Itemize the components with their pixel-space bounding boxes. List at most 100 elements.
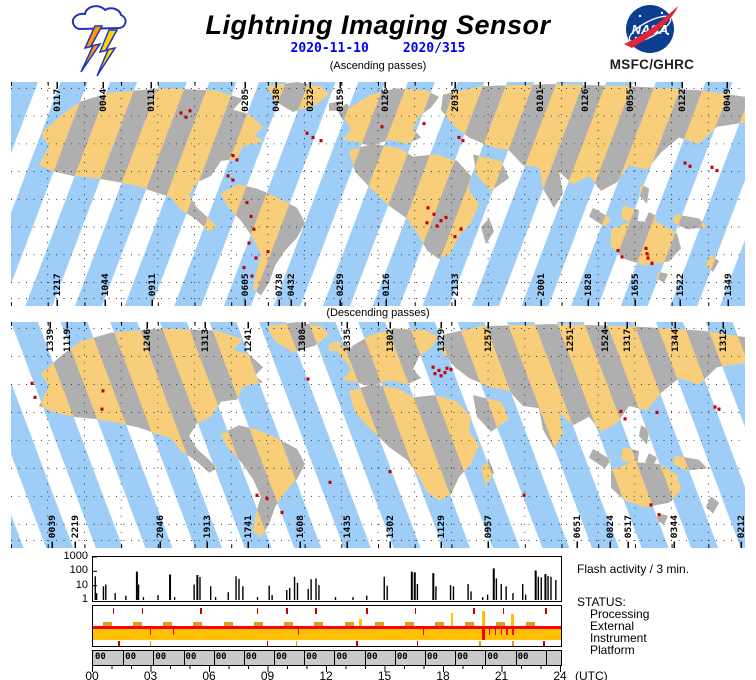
orbit-cell-separator xyxy=(153,651,155,665)
orbit-time-label: 0126 xyxy=(580,88,591,112)
platform-event-tick xyxy=(266,641,269,646)
processing-event-tick xyxy=(112,608,114,614)
orbit-time-labels-bottom: 1217 1044 0911 0605 0738 0432 0259 0126 2133 2001… xyxy=(52,273,734,306)
processing-event-tick xyxy=(502,608,504,614)
orbit-time-label: 2219 xyxy=(70,515,81,539)
external-status-dash xyxy=(223,622,233,626)
xtick-15: 15 xyxy=(377,669,392,680)
status-row-processing: Processing xyxy=(590,607,650,621)
instrument-event-tick xyxy=(506,629,508,635)
orbit-time-label: 0957 xyxy=(483,515,494,538)
external-status-spike xyxy=(359,619,362,626)
external-status-dash xyxy=(284,622,294,626)
orbit-time-labels-top: 1339 1119 1246 1313 1241 1308 1335 1302 1329 1257… xyxy=(45,322,729,352)
orbit-cell-separator xyxy=(425,651,427,665)
platform-event-tick xyxy=(356,641,358,646)
orbit-time-label: 0111 xyxy=(146,88,157,112)
orbit-cell-separator xyxy=(455,651,457,665)
orbit-cell-separator xyxy=(243,651,245,665)
orbit-time-label: 1241 xyxy=(243,328,254,352)
orbit-time-label: 1257 xyxy=(483,329,494,352)
orbit-time-label: 1302 xyxy=(385,515,396,538)
orbit-cell-separator xyxy=(364,651,366,665)
xtick-00: 00 xyxy=(85,669,99,680)
orbit-time-label: 0126 xyxy=(381,273,392,297)
orbit-cell-label: 00 xyxy=(95,652,106,662)
orbit-time-labels-bottom: 0039 2219 2046 1913 1741 1608 1435 1302 1129 0957… xyxy=(47,515,745,548)
xtick-12: 12 xyxy=(319,669,333,680)
external-status-dash xyxy=(102,622,112,626)
external-status-dash xyxy=(344,622,354,626)
orbit-time-label: 0126 xyxy=(380,88,391,112)
orbit-time-label: 0438 xyxy=(271,88,282,112)
xtick-24: 24 xyxy=(553,669,567,680)
external-status-dash xyxy=(253,622,263,626)
orbit-time-label: 0101 xyxy=(535,88,546,112)
orbit-time-label: 0517 xyxy=(623,515,634,538)
orbit-time-label: 1302 xyxy=(385,329,396,352)
orbit-time-label: 1317 xyxy=(622,329,633,352)
xtick-06: 06 xyxy=(202,669,216,680)
orbit-cell-label: 00 xyxy=(487,652,499,662)
flash-activity-spikes xyxy=(93,556,557,600)
orbit-cell-label: 00 xyxy=(276,652,287,662)
orbit-cell-separator xyxy=(213,651,215,665)
nasa-logo-icon: NASA xyxy=(624,5,678,53)
orbit-time-label: 1119 xyxy=(62,328,73,352)
flash-spikes xyxy=(94,568,557,600)
orbit-time-label: 1217 xyxy=(52,273,63,296)
orbit-time-label: 0738 xyxy=(274,273,285,297)
orbit-cell-separator xyxy=(485,651,487,665)
orbit-time-label: 0159 xyxy=(335,89,346,112)
orbit-time-label: 1522 xyxy=(675,273,686,296)
external-status-dash xyxy=(465,622,475,626)
edge-ticks xyxy=(11,322,710,548)
platform-event-tick xyxy=(479,641,481,646)
external-status-spike xyxy=(511,614,514,626)
orbit-cell-label: 00 xyxy=(366,652,378,662)
orbit-cell-separator xyxy=(304,651,306,665)
ytick-1000: 1000 xyxy=(63,550,88,562)
map-descending-passes[interactable]: 1339 1119 1246 1313 1241 1308 1335 1302 1329 1257… xyxy=(11,322,745,548)
instrument-event-tick xyxy=(297,629,300,635)
orbit-time-label: 0824 xyxy=(605,515,616,539)
platform-event-tick xyxy=(543,641,545,646)
orbit-time-label: 1608 xyxy=(295,515,306,539)
ytick-100: 100 xyxy=(69,564,88,576)
instrument-event-tick xyxy=(172,629,175,635)
orbit-cell-label: 00 xyxy=(215,652,227,662)
ytick-1: 1 xyxy=(81,593,88,605)
orbit-cell-separator xyxy=(394,651,396,665)
utc-suffix: (UTC) xyxy=(575,669,608,680)
orbit-cell-label: 00 xyxy=(125,652,137,662)
orbit-time-label: 0049 xyxy=(722,89,733,112)
orbit-time-label: 0039 xyxy=(47,515,58,539)
instrument-event-tick xyxy=(512,629,514,635)
map-ascending-passes[interactable]: 0117 0044 0111 0205 0438 0232 0159 0126 2033 0101… xyxy=(11,82,745,306)
orbit-time-label: 2033 xyxy=(450,89,461,112)
platform-event-tick xyxy=(295,641,298,646)
edge-ticks xyxy=(11,82,710,306)
orbit-cell-label: 00 xyxy=(185,652,197,662)
orbit-cell-label: 00 xyxy=(396,652,408,662)
xtick-09: 09 xyxy=(260,669,275,680)
platform-event-tick xyxy=(512,641,514,646)
external-status-dash xyxy=(495,622,505,626)
xtick-21: 21 xyxy=(494,669,509,680)
status-row-platform: Platform xyxy=(590,643,635,657)
external-status-dash xyxy=(435,622,445,626)
processing-event-tick xyxy=(200,608,202,614)
orbit-cell-label: 00 xyxy=(245,652,257,662)
date-doy[interactable]: 2020/315 xyxy=(402,41,466,56)
date-iso[interactable]: 2020-11-10 xyxy=(290,41,369,56)
orbit-time-label: 0259 xyxy=(335,273,346,296)
ascending-passes-label: (Ascending passes) xyxy=(329,60,427,72)
page-title: Lightning Imaging Sensor xyxy=(205,10,551,40)
orbit-time-label: 2001 xyxy=(536,273,547,297)
orbit-cell-label: 00 xyxy=(517,652,529,662)
orbit-time-label: 1435 xyxy=(342,515,353,538)
orbit-time-label: 0212 xyxy=(736,515,745,538)
orbit-time-label: 0232 xyxy=(305,89,316,112)
orbit-time-label: 0344 xyxy=(669,515,680,539)
